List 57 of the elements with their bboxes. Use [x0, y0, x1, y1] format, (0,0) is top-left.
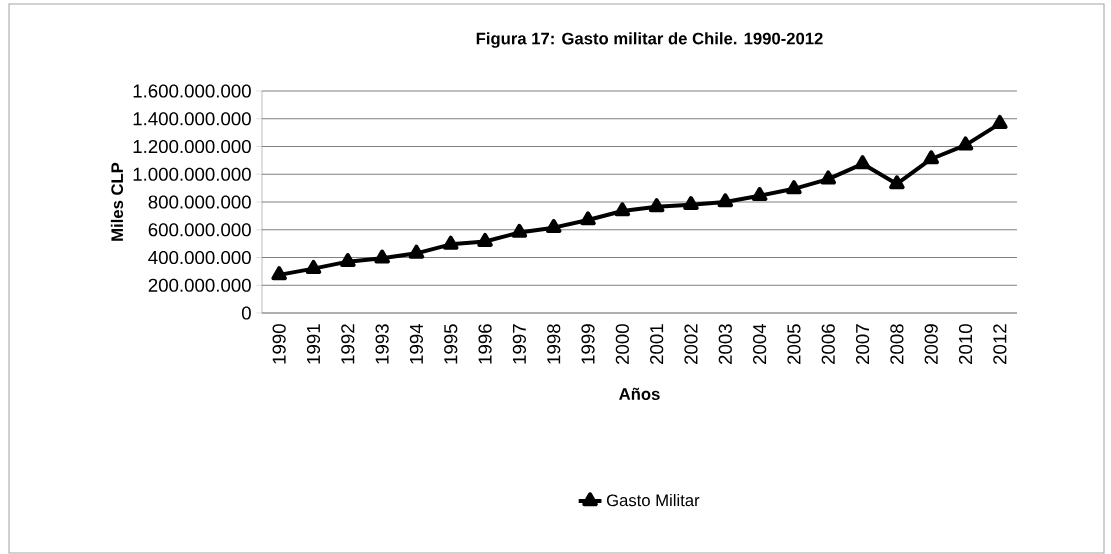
point: [477, 232, 493, 247]
point: [854, 155, 871, 170]
x-tick-label: 1992: [341, 324, 355, 364]
x-tick-label: 2008: [890, 324, 904, 364]
point: [511, 223, 528, 238]
x-tick-label: 2002: [684, 324, 698, 364]
legend-label: Gasto Militar: [606, 493, 700, 507]
x-tick-label: 1993: [375, 324, 389, 364]
x-tick-label: 2010: [958, 324, 973, 364]
point: [374, 249, 390, 264]
x-tick-label: 1998: [547, 324, 561, 364]
y-tick-label: 1.600.000.000: [133, 84, 251, 98]
point: [580, 211, 596, 226]
x-tick-label: 1996: [478, 324, 492, 364]
x-tick-label: 2004: [752, 323, 767, 364]
x-tick-label: 2009: [924, 324, 938, 364]
point: [340, 253, 356, 267]
y-tick-label: 0: [241, 306, 251, 320]
x-axis-title: Años: [619, 387, 660, 400]
x-tick-label: 1990: [272, 324, 286, 364]
point: [992, 114, 1008, 129]
x-tick-label: 2006: [821, 324, 835, 364]
x-tick-label: 1995: [444, 324, 458, 364]
x-tick-label: 1994: [409, 323, 424, 364]
point: [271, 266, 287, 281]
point: [614, 202, 631, 217]
x-tick-label: 2007: [855, 324, 870, 364]
y-tick-label: 600.000.000: [148, 223, 251, 237]
y-tick-label: 1.200.000.000: [133, 139, 251, 154]
point: [648, 198, 665, 213]
y-tick-label: 1.400.000.000: [133, 112, 251, 126]
point: [442, 235, 459, 250]
x-tick-label: 2000: [615, 324, 629, 364]
x-tick-label: 1991: [306, 324, 321, 364]
point: [923, 150, 939, 165]
point: [786, 180, 802, 195]
x-tick-label: 2005: [787, 324, 801, 364]
y-axis-title: Miles CLP: [110, 162, 124, 241]
y-tick-label: 1.000.000.000: [133, 167, 251, 181]
point: [957, 136, 974, 151]
point: [889, 175, 905, 190]
x-tick-label: 2001: [650, 324, 664, 364]
y-tick-label: 800.000.000: [148, 195, 251, 209]
point: [683, 196, 699, 211]
point: [717, 193, 734, 208]
y-tick-label: 200.000.000: [148, 278, 251, 292]
chart-title: Figura 17: Gasto militar de Chile. 1990-2012: [476, 32, 823, 48]
point: [751, 187, 768, 202]
point: [408, 244, 425, 259]
x-tick-label: 1997: [512, 324, 526, 364]
x-tick-label: 1999: [581, 324, 595, 364]
y-tick-label: 400.000.000: [148, 250, 251, 265]
x-tick-label: 2003: [718, 324, 732, 364]
point: [545, 219, 562, 233]
point: [820, 170, 837, 185]
point: [305, 259, 322, 274]
x-tick-label: 2012: [993, 324, 1007, 364]
